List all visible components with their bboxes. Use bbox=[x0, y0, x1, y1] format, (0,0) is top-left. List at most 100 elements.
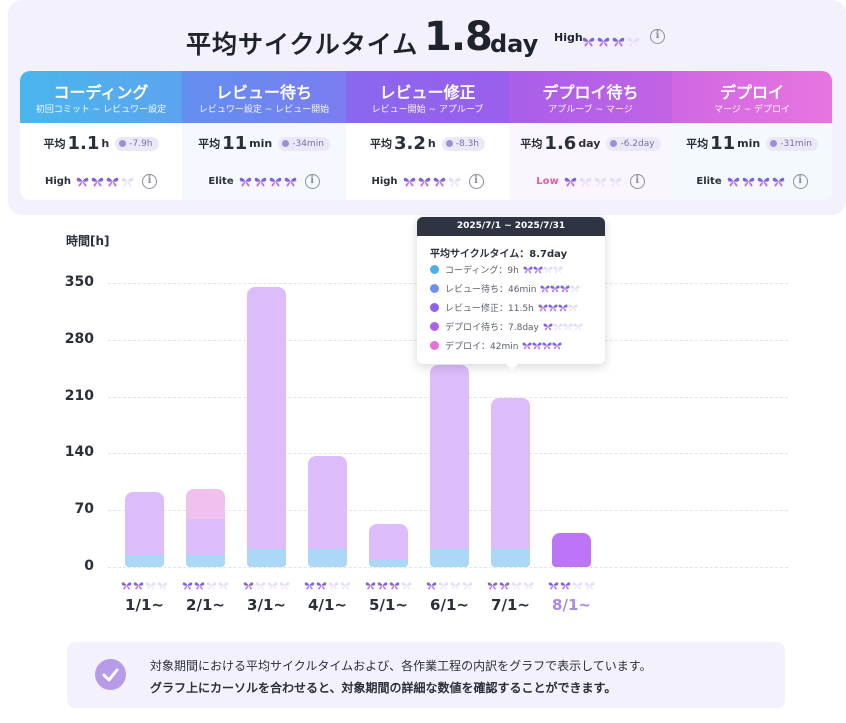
stage-range: レビュー開始 ~ アプルーブ bbox=[371, 105, 484, 115]
butterfly-icon bbox=[401, 582, 411, 590]
butterfly-icon bbox=[418, 177, 430, 187]
chart-tooltip: 2025/7/1 ~ 2025/7/31 平均サイクルタイム：8.7day コー… bbox=[417, 217, 605, 370]
y-tick-label: 210 bbox=[64, 387, 94, 404]
butterfly-rating bbox=[481, 575, 541, 594]
bar-1-1[interactable] bbox=[125, 492, 164, 567]
tooltip-row: レビュー修正：11.5h bbox=[430, 301, 578, 314]
stage-range: マージ ~ デプロイ bbox=[713, 105, 791, 115]
butterfly-icon bbox=[267, 582, 277, 590]
info-icon[interactable]: i bbox=[142, 174, 158, 189]
tooltip-row: コーディング：9h bbox=[430, 263, 563, 276]
bar-8-1[interactable] bbox=[552, 532, 591, 567]
average-unit: min bbox=[249, 137, 273, 150]
stage-header: デプロイ マージ ~ デプロイ bbox=[672, 71, 832, 123]
butterfly-icon bbox=[558, 304, 568, 312]
average-label: 平均 bbox=[370, 137, 392, 151]
butterfly-icon bbox=[579, 177, 592, 187]
butterfly-rating bbox=[564, 171, 624, 190]
average-label: 平均 bbox=[686, 137, 709, 151]
delta-value: -6.2day bbox=[620, 138, 655, 149]
info-icon[interactable]: i bbox=[650, 29, 665, 44]
butterfly-icon bbox=[548, 304, 558, 312]
stage-card-deploy: デプロイ マージ ~ デプロイ平均 11 min -31min Elite i bbox=[672, 71, 832, 200]
butterfly-icon bbox=[218, 582, 228, 590]
butterfly-icon bbox=[255, 582, 265, 590]
stage-average: 平均 11 min -31min bbox=[672, 133, 832, 154]
legend-dot-icon bbox=[430, 341, 439, 350]
butterfly-icon bbox=[573, 323, 583, 331]
average-label: 平均 bbox=[43, 137, 66, 151]
delta-value: -7.9h bbox=[129, 138, 153, 149]
check-circle-icon bbox=[95, 659, 126, 690]
butterfly-rating bbox=[115, 575, 175, 594]
butterfly-icon bbox=[284, 177, 296, 187]
stage-card-review_wait: レビュー待ち レビュワー設定 ~ レビュー開始 平均 11 min -34min Elite… bbox=[182, 71, 346, 200]
tooltip-row-label: デプロイ待ち：7.8day bbox=[445, 323, 539, 333]
stage-grade: Elite i bbox=[672, 171, 832, 190]
y-axis-label: 時間[h] bbox=[66, 234, 110, 248]
x-tick-label: 6/1~ bbox=[430, 596, 469, 614]
butterfly-icon bbox=[182, 582, 192, 590]
butterfly-icon bbox=[121, 177, 134, 187]
butterfly-icon bbox=[106, 177, 119, 187]
info-icon[interactable]: i bbox=[629, 174, 645, 189]
delta-badge: -7.9h bbox=[115, 136, 159, 151]
stage-range: レビュワー設定 ~ レビュー開始 bbox=[198, 105, 330, 115]
x-tick-label: 4/1~ bbox=[308, 596, 347, 614]
y-tick-label: 350 bbox=[64, 274, 94, 290]
butterfly-rating bbox=[538, 303, 578, 313]
tooltip-row: デプロイ：42min bbox=[430, 339, 562, 352]
butterfly-icon bbox=[548, 582, 558, 590]
stage-body: 平均 11 min -34min Elite i bbox=[182, 123, 346, 200]
butterfly-icon bbox=[462, 582, 472, 590]
butterfly-icon bbox=[584, 582, 594, 590]
info-icon[interactable]: i bbox=[792, 174, 808, 189]
info-icon[interactable]: i bbox=[304, 174, 320, 189]
bar-2-1[interactable] bbox=[186, 489, 225, 567]
butterfly-icon bbox=[145, 582, 155, 590]
stage-header: コーディング 初回コミット ~ レビュワー設定 bbox=[20, 71, 182, 123]
butterfly-rating bbox=[237, 575, 297, 594]
butterfly-rating bbox=[359, 575, 419, 594]
average-value: 1.6 bbox=[544, 133, 577, 154]
butterfly-icon bbox=[553, 266, 563, 274]
butterfly-icon bbox=[157, 582, 167, 590]
y-tick-label: 280 bbox=[64, 330, 94, 347]
butterfly-icon bbox=[568, 304, 578, 312]
butterfly-icon bbox=[76, 177, 89, 187]
page-title: 平均サイクルタイム bbox=[186, 30, 419, 59]
grade-label: Low bbox=[536, 176, 559, 187]
stage-header: レビュー修正 レビュー開始 ~ アプルーブ bbox=[346, 71, 509, 123]
butterfly-icon bbox=[523, 266, 533, 274]
butterfly-rating bbox=[298, 575, 358, 594]
stage-breakdown: コーディング 初回コミット ~ レビュワー設定 平均 1.1 h -7.9h High i レビ… bbox=[20, 71, 832, 200]
average-unit: day bbox=[578, 137, 601, 150]
delta-value: -8.3h bbox=[455, 138, 479, 149]
stage-body: 平均 1.1 h -7.9h High i bbox=[20, 123, 182, 200]
tooltip-summary: 平均サイクルタイム：8.7day bbox=[430, 249, 568, 260]
average-value: 11 bbox=[710, 133, 736, 154]
butterfly-rating bbox=[403, 171, 463, 190]
note-line-1: 対象期間における平均サイクルタイムおよび、各作業工程の内訳をグラフで表示していま… bbox=[150, 659, 652, 673]
average-label: 平均 bbox=[520, 137, 543, 151]
butterfly-rating bbox=[522, 341, 562, 351]
info-icon[interactable]: i bbox=[468, 174, 484, 189]
stage-average: 平均 3.2 h -8.3h bbox=[346, 133, 509, 154]
butterfly-icon bbox=[91, 177, 104, 187]
bar-3-1[interactable] bbox=[247, 287, 286, 567]
bar-4-1[interactable] bbox=[308, 455, 347, 567]
stage-name: レビュー待ち bbox=[215, 83, 312, 102]
butterfly-icon bbox=[542, 342, 552, 350]
butterfly-icon bbox=[194, 582, 204, 590]
tooltip-row-label: レビュー修正：11.5h bbox=[445, 304, 534, 314]
stage-grade: Elite i bbox=[182, 171, 346, 190]
butterfly-icon bbox=[365, 582, 375, 590]
x-tick-label: 7/1~ bbox=[491, 596, 530, 614]
bar-5-1[interactable] bbox=[369, 523, 408, 567]
butterfly-icon bbox=[426, 582, 436, 590]
bar-6-1[interactable] bbox=[430, 364, 469, 567]
grade-label: High bbox=[371, 176, 398, 187]
butterfly-icon bbox=[340, 582, 350, 590]
butterfly-icon bbox=[560, 285, 570, 293]
bar-7-1[interactable] bbox=[491, 398, 530, 567]
